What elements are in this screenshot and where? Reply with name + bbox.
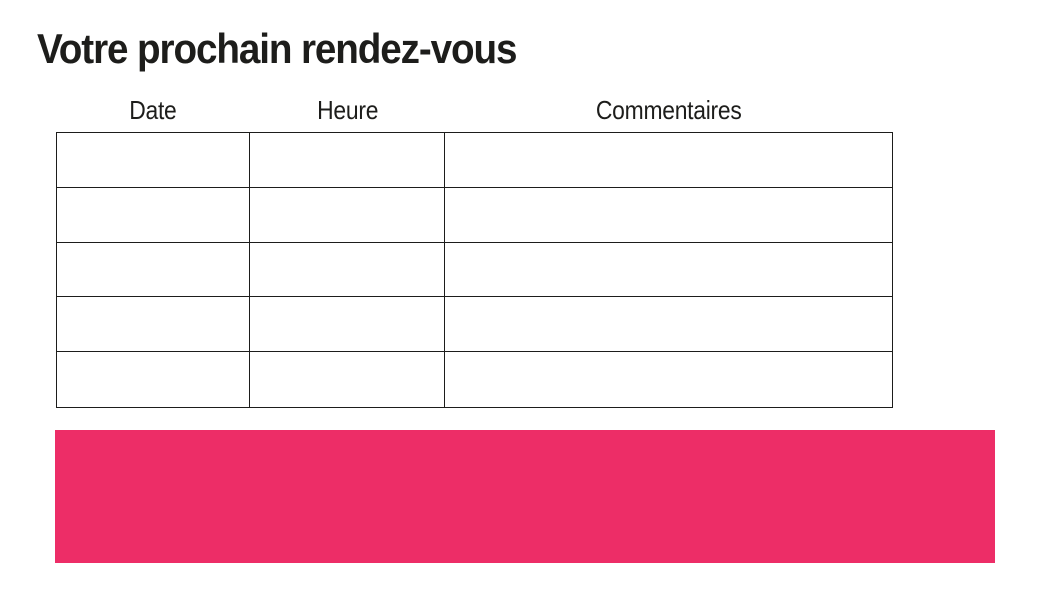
page-title: Votre prochain rendez-vous [37,25,518,72]
table-cell-row4-commentaires [445,297,892,353]
table-header-row: Date Heure Commentaires [56,90,893,130]
table-cell-row5-date [57,352,250,407]
table-cell-row1-heure [250,133,445,188]
table-cell-row1-commentaires [445,133,892,188]
table-cell-row5-commentaires [445,352,892,407]
table-cell-row4-date [57,297,250,353]
table-cell-row3-date [57,242,250,298]
column-header-commentaires-label: Commentaires [596,94,742,125]
table-cell-row1-date [57,133,250,188]
appointments-table [56,132,893,408]
column-header-date-label: Date [129,94,177,125]
column-header-heure-label: Heure [316,94,378,125]
column-header-date: Date [56,95,250,126]
table-cell-row5-heure [250,352,445,407]
table-cell-row2-commentaires [445,188,892,243]
pink-banner [55,430,995,563]
table-cell-row4-heure [250,297,445,353]
column-header-heure: Heure [250,95,445,126]
table-cell-row2-date [57,187,250,243]
table-cell-row3-heure [250,242,445,298]
table-cell-row2-heure [250,187,445,243]
table-cell-row3-commentaires [445,243,892,298]
column-header-commentaires: Commentaires [445,95,893,126]
